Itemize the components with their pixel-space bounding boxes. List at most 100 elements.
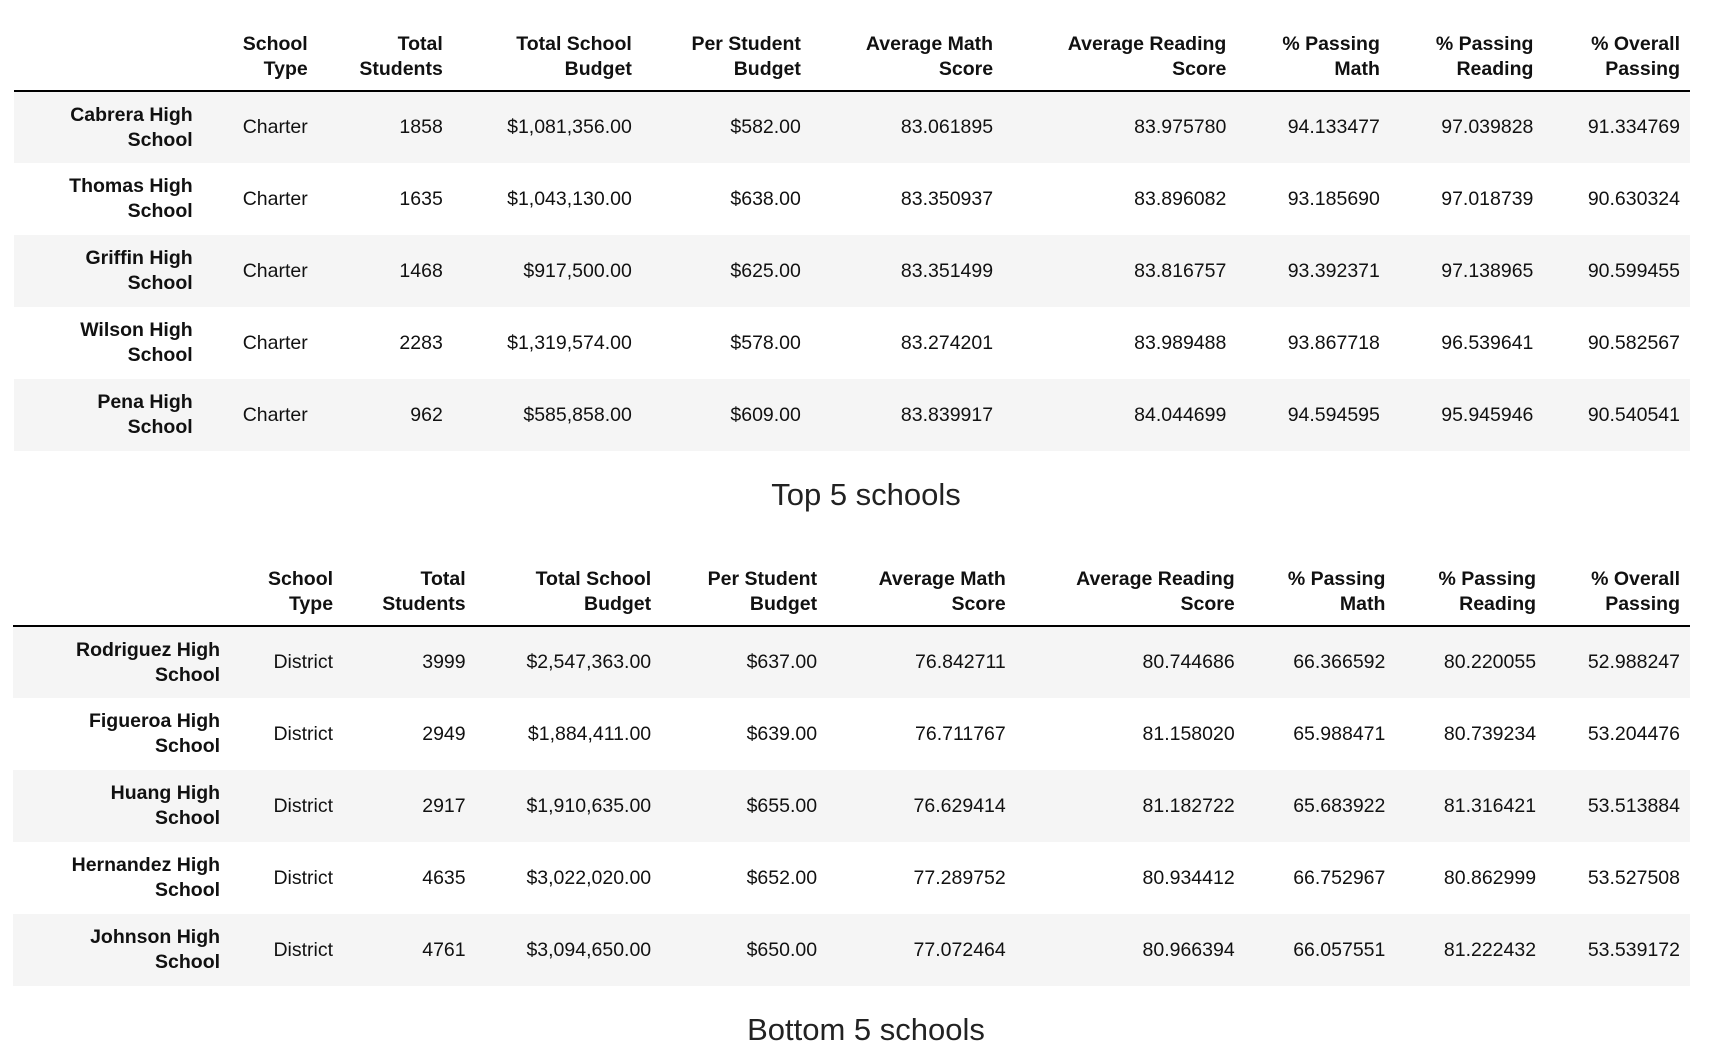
table-cell: $1,081,356.00 xyxy=(507,116,632,138)
table-cell: Charter xyxy=(242,259,308,282)
column-header-line: Total School xyxy=(516,33,632,55)
bottom-schools-table: School Type Total Students Total School Budge… xyxy=(13,555,1690,986)
table-cell: 81.316421 xyxy=(1443,794,1537,817)
table-cell: 83.896082 xyxy=(1134,187,1227,210)
table-cell: 77.072464 xyxy=(913,938,1006,961)
column-header-line: Budget xyxy=(733,58,801,80)
table-cell: 96.539641 xyxy=(1441,331,1534,354)
column-header: % Passing Math xyxy=(1236,20,1390,92)
column-header-line: Students xyxy=(382,593,466,615)
table-cell: District xyxy=(273,722,334,745)
column-header-line: Passing xyxy=(1605,58,1680,80)
bottom-schools-caption: Bottom 5 schools xyxy=(747,1012,985,1047)
column-header: % Passing Reading xyxy=(1395,555,1547,627)
table-cell: 2283 xyxy=(399,331,443,354)
school-name-line: School xyxy=(127,128,193,151)
table-cell: 53.204476 xyxy=(1587,722,1680,745)
school-name-line: Cabrera High xyxy=(70,103,193,126)
column-header: Average Reading Score xyxy=(1015,555,1245,627)
table-cell: 90.630324 xyxy=(1587,187,1680,210)
school-name-line: Huang High xyxy=(110,782,221,804)
school-name-line: School xyxy=(127,344,193,366)
table-cell: 65.683922 xyxy=(1293,794,1386,817)
table-cell: 76.842711 xyxy=(915,651,1006,673)
school-name-line: Johnson High xyxy=(90,926,221,948)
column-header-line: % Passing xyxy=(1438,568,1537,590)
column-header-line: Average Reading xyxy=(1076,568,1235,590)
table-row: Thomas High School Charter 1635 $1,043,130.0… xyxy=(14,163,1690,235)
table-cell: $578.00 xyxy=(730,331,801,354)
table-cell: Charter xyxy=(242,116,308,138)
column-header-line: % Passing xyxy=(1282,33,1380,55)
table-cell: 90.540541 xyxy=(1587,403,1680,426)
table-cell: $1,884,411.00 xyxy=(527,722,652,745)
column-header: % Overall Passing xyxy=(1543,20,1690,92)
school-name: Cabrera High School xyxy=(14,91,207,163)
column-header-line: Math xyxy=(1339,593,1386,615)
table-cell: 80.862999 xyxy=(1443,866,1537,889)
table-cell: 80.220055 xyxy=(1443,651,1537,673)
table-cell: District xyxy=(273,866,334,889)
table-body: Rodriguez High School District 3999 $2,547,3… xyxy=(13,626,1690,986)
table-cell: 66.752967 xyxy=(1293,866,1386,889)
school-name-line: Wilson High xyxy=(80,319,193,341)
table-cell: $609.00 xyxy=(730,403,801,426)
table-header: School Type Total Students Total School Budge… xyxy=(13,555,1690,627)
table-cell: 95.945946 xyxy=(1441,403,1534,426)
column-header: School Type xyxy=(206,20,318,92)
school-name: Hernandez High School xyxy=(13,842,234,914)
top-schools-table: School Type Total Students Total School Budge… xyxy=(14,20,1690,451)
index-header xyxy=(13,555,235,627)
table-cell: 97.018739 xyxy=(1441,187,1534,210)
table-cell: Charter xyxy=(242,187,308,210)
table-cell: $1,319,574.00 xyxy=(507,331,632,354)
column-header-line: Per Student xyxy=(691,33,801,55)
column-header: Per Student Budget xyxy=(661,555,828,627)
table-row: Johnson High School District 4761 $3,094,650… xyxy=(13,914,1690,986)
table-row: Wilson High School Charter 2283 $1,319,574.0… xyxy=(14,307,1690,379)
table-cell: District xyxy=(273,938,334,961)
column-header-line: Budget xyxy=(583,593,652,615)
table-cell: 91.334769 xyxy=(1587,116,1680,138)
table-cell: $1,043,130.00 xyxy=(507,187,632,210)
column-header: Average Math Score xyxy=(827,555,1016,627)
table-cell: 83.061895 xyxy=(900,116,994,138)
table-row: Huang High School District 2917 $1,910,635.0… xyxy=(13,770,1690,842)
school-name: Griffin High School xyxy=(14,235,207,307)
school-name-line: School xyxy=(155,879,221,901)
school-name-line: Rodriguez High xyxy=(75,638,221,661)
table-row: Figueroa High School District 2949 $1,884,41… xyxy=(13,698,1690,770)
table-cell: 84.044699 xyxy=(1134,403,1227,426)
table-cell: 2917 xyxy=(422,794,466,817)
column-header: % Passing Reading xyxy=(1389,20,1544,92)
column-header-line: % Overall xyxy=(1591,33,1680,55)
table-cell: $625.00 xyxy=(730,259,801,282)
table-cell: 90.582567 xyxy=(1587,331,1680,354)
column-header-line: Reading xyxy=(1456,58,1534,80)
table-cell: District xyxy=(273,651,334,673)
column-header-line: Passing xyxy=(1605,593,1680,615)
table-cell: 53.527508 xyxy=(1587,866,1680,889)
table-cell: 83.975780 xyxy=(1134,116,1227,138)
column-header-line: Type xyxy=(288,593,334,615)
table-cell: 81.158020 xyxy=(1142,722,1235,745)
school-name: Wilson High School xyxy=(14,307,207,379)
column-header-line: % Overall xyxy=(1591,568,1680,590)
column-header: Average Math Score xyxy=(810,20,1004,92)
table-cell: 76.629414 xyxy=(913,794,1006,817)
header-row: School Type Total Students Total School Budge… xyxy=(13,555,1690,627)
table-cell: 80.744686 xyxy=(1142,651,1235,673)
school-name: Rodriguez High School xyxy=(13,626,234,698)
table-cell: 83.274201 xyxy=(900,331,994,354)
table-cell: 83.351499 xyxy=(900,259,994,282)
table-cell: $3,094,650.00 xyxy=(526,938,652,961)
index-header xyxy=(14,20,207,92)
table-cell: $650.00 xyxy=(746,938,818,961)
school-name: Thomas High School xyxy=(14,163,207,235)
table-cell: 4635 xyxy=(422,866,466,889)
column-header-line: Average Math xyxy=(878,568,1006,590)
table-cell: 76.711767 xyxy=(915,722,1006,745)
table-cell: 94.594595 xyxy=(1287,403,1380,426)
table-cell: $638.00 xyxy=(730,187,801,210)
column-header-line: Score xyxy=(938,58,994,80)
